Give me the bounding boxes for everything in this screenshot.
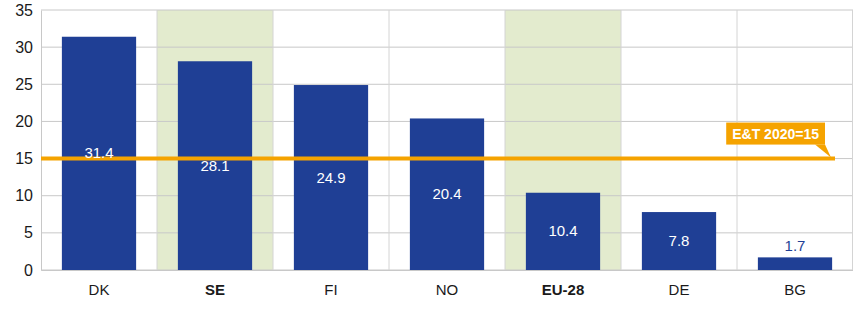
y-axis-line <box>41 11 42 271</box>
reference-line <box>41 157 835 161</box>
y-tick-label: 25 <box>15 76 33 93</box>
bar <box>526 193 600 270</box>
x-tick-label: DK <box>89 281 110 298</box>
grid-line <box>41 10 853 11</box>
data-label: 28.1 <box>200 157 229 174</box>
grid-line <box>41 84 853 85</box>
grid-line <box>41 158 853 159</box>
y-tick: 20 <box>15 113 41 130</box>
x-tick-label: FI <box>324 281 337 298</box>
x-tick: SE <box>205 270 225 298</box>
reference-label-box <box>726 123 825 145</box>
column-separator <box>852 10 853 270</box>
x-tick: BG <box>784 270 806 298</box>
data-labels: 31.4 28.1 24.9 20.4 10.4 7.8 1.7 <box>84 144 805 254</box>
x-tick-label: SE <box>205 281 225 298</box>
y-tick: 30 <box>15 39 41 56</box>
y-tick: 15 <box>15 150 41 167</box>
x-axis: DK SE FI NO EU-28 DE BG <box>42 270 853 298</box>
grid-line <box>41 47 853 48</box>
bar <box>178 61 252 270</box>
reference-label-pointer <box>815 145 831 158</box>
column-separator <box>505 10 506 270</box>
y-tick: 10 <box>15 187 41 204</box>
y-tick: 0 <box>24 262 41 279</box>
y-tick-label: 20 <box>15 113 33 130</box>
bar <box>410 118 484 270</box>
y-tick: 35 <box>15 2 41 19</box>
reference-label: E&T 2020=15 <box>732 126 819 142</box>
data-label: 24.9 <box>316 169 345 186</box>
y-tick: 25 <box>15 76 41 93</box>
data-label: 31.4 <box>84 144 113 161</box>
data-label: 20.4 <box>432 185 461 202</box>
highlight-bands <box>157 10 621 270</box>
bar <box>642 212 716 270</box>
y-tick-label: 10 <box>15 187 33 204</box>
y-axis: 0 5 10 15 20 25 30 35 <box>15 2 41 279</box>
grid <box>41 10 853 270</box>
y-tick-label: 30 <box>15 39 33 56</box>
x-tick: DK <box>89 270 110 298</box>
data-label: 1.7 <box>785 237 806 254</box>
data-label: 10.4 <box>548 222 577 239</box>
y-tick-label: 5 <box>24 224 33 241</box>
x-tick-label: BG <box>784 281 806 298</box>
y-tick-label: 35 <box>15 2 33 19</box>
column-separator <box>273 10 274 270</box>
x-axis-line <box>42 270 853 271</box>
x-tick: NO <box>436 270 459 298</box>
y-tick-label: 15 <box>15 150 33 167</box>
bar <box>62 37 136 270</box>
y-tick: 5 <box>24 224 41 241</box>
highlight-band <box>157 10 273 270</box>
x-tick-label: DE <box>669 281 690 298</box>
highlight-band <box>505 10 621 270</box>
data-label: 7.8 <box>669 232 690 249</box>
x-tick: EU-28 <box>542 270 585 298</box>
reference <box>41 158 835 159</box>
column-separator <box>389 10 390 270</box>
reference-callout: E&T 2020=15 <box>726 123 831 158</box>
column-separator <box>621 10 622 270</box>
x-tick: FI <box>324 270 337 298</box>
x-tick-label: NO <box>436 281 459 298</box>
bar <box>758 257 832 270</box>
y-tick-label: 0 <box>24 262 33 279</box>
x-tick-label: EU-28 <box>542 281 585 298</box>
bars <box>62 37 832 270</box>
bar <box>294 85 368 270</box>
column-separator <box>157 10 158 270</box>
x-tick: DE <box>669 270 690 298</box>
